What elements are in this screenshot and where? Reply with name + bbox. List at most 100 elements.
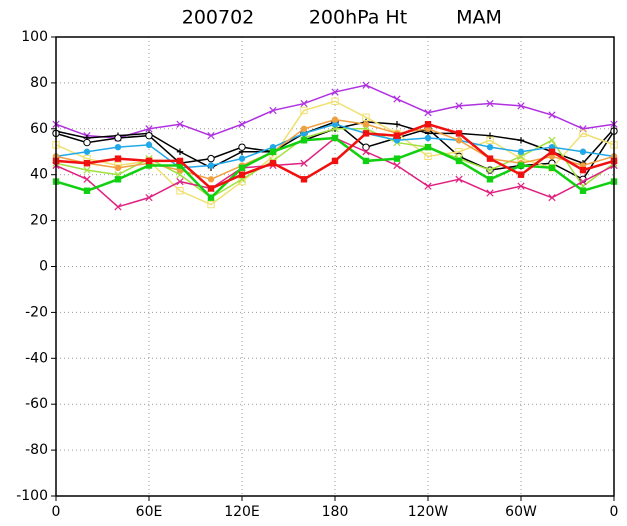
- marker: [517, 171, 525, 178]
- marker: [579, 125, 587, 133]
- plot-frame: [55, 36, 615, 497]
- marker: [579, 166, 587, 174]
- y-tick-label: 0: [39, 259, 48, 275]
- marker: [455, 102, 463, 110]
- marker: [238, 164, 246, 172]
- marker: [393, 95, 401, 103]
- marker: [114, 164, 122, 172]
- marker: [455, 175, 463, 183]
- marker: [176, 177, 184, 186]
- y-tick-label: -40: [25, 350, 48, 366]
- marker: [300, 176, 308, 183]
- y-tick-label: -20: [25, 304, 48, 320]
- marker: [579, 148, 587, 155]
- y-tick-label: 60: [30, 121, 48, 137]
- x-tick-label: 120E: [224, 504, 260, 520]
- marker: [331, 116, 339, 123]
- marker: [300, 99, 308, 108]
- marker: [83, 175, 91, 183]
- marker: [176, 171, 184, 179]
- marker: [362, 121, 370, 128]
- marker: [238, 120, 246, 128]
- marker: [393, 155, 401, 162]
- series: [52, 97, 618, 209]
- marker: [579, 177, 587, 186]
- marker: [424, 182, 432, 190]
- marker: [517, 102, 525, 110]
- marker: [517, 182, 525, 190]
- marker: [455, 157, 463, 165]
- marker: [207, 194, 215, 201]
- y-tick-label: 40: [30, 167, 48, 183]
- marker: [548, 148, 556, 155]
- marker: [455, 148, 463, 156]
- marker: [517, 162, 525, 169]
- marker: [517, 152, 525, 160]
- marker: [486, 176, 494, 183]
- x-tick-label: 0: [52, 504, 61, 520]
- marker: [486, 132, 494, 139]
- marker: [83, 160, 91, 167]
- marker: [300, 159, 308, 167]
- marker: [145, 131, 153, 140]
- marker: [176, 157, 184, 165]
- marker: [486, 143, 494, 151]
- marker: [269, 148, 277, 155]
- marker: [486, 155, 494, 162]
- marker: [300, 137, 308, 144]
- marker: [393, 121, 401, 128]
- marker: [331, 97, 339, 105]
- x-tick-label: 60E: [136, 504, 163, 520]
- marker: [362, 113, 370, 122]
- marker: [362, 157, 370, 165]
- marker: [176, 148, 184, 155]
- y-tick-label: 100: [21, 29, 48, 45]
- series: [52, 81, 618, 142]
- x-tick-label: 120W: [408, 504, 449, 520]
- marker: [486, 136, 494, 144]
- marker: [331, 121, 339, 128]
- marker: [424, 109, 432, 117]
- marker: [362, 143, 370, 151]
- marker: [331, 88, 339, 96]
- marker: [83, 166, 91, 174]
- marker: [207, 162, 215, 169]
- marker: [145, 194, 153, 202]
- marker: [114, 143, 122, 151]
- marker: [362, 148, 370, 156]
- marker: [548, 194, 556, 202]
- x-tick-label: 60W: [505, 504, 537, 520]
- marker: [269, 106, 277, 115]
- x-tick-label: 0: [610, 504, 619, 520]
- marker: [331, 125, 339, 133]
- marker: [393, 161, 401, 170]
- marker: [455, 130, 463, 137]
- marker: [424, 152, 432, 161]
- marker: [517, 137, 525, 144]
- marker: [238, 171, 246, 178]
- marker: [269, 160, 277, 167]
- marker: [83, 187, 91, 194]
- marker: [579, 129, 587, 138]
- marker: [424, 121, 432, 128]
- marker: [145, 162, 153, 169]
- marker: [486, 166, 494, 174]
- marker: [145, 157, 153, 165]
- marker: [393, 132, 401, 139]
- marker: [300, 125, 308, 132]
- marker: [424, 143, 432, 151]
- marker: [207, 132, 215, 140]
- marker: [424, 134, 432, 142]
- x-tick-label: 180: [322, 504, 349, 520]
- marker: [300, 130, 308, 137]
- marker: [238, 143, 246, 151]
- marker: [114, 176, 122, 183]
- marker: [300, 106, 308, 115]
- marker: [331, 134, 339, 142]
- marker: [176, 162, 184, 169]
- marker: [207, 185, 215, 192]
- y-tick-label: -80: [25, 442, 48, 458]
- marker: [517, 148, 525, 155]
- series: [52, 134, 618, 201]
